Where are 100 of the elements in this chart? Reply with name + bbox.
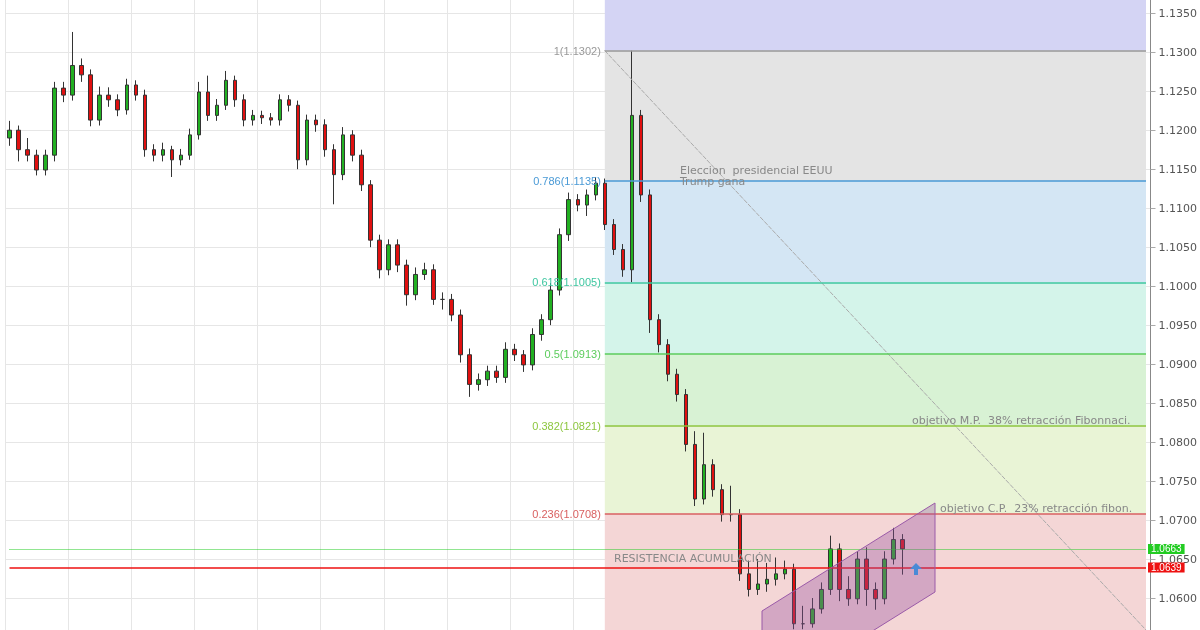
candlestick xyxy=(828,535,833,596)
candlestick xyxy=(359,149,364,192)
candlestick xyxy=(251,109,255,127)
candlestick xyxy=(143,89,147,158)
candlestick xyxy=(774,556,778,587)
candlestick xyxy=(350,129,355,162)
y-tick-label: 1.0900 xyxy=(1158,357,1198,371)
candlestick xyxy=(43,149,48,176)
candlestick xyxy=(269,112,273,127)
candlestick xyxy=(16,125,21,162)
candlestick xyxy=(368,179,373,248)
ref-line-label: 1(1.1302) xyxy=(553,44,601,57)
candlestick xyxy=(224,70,228,111)
candlestick xyxy=(449,293,454,322)
candlestick xyxy=(675,368,679,403)
candlestick xyxy=(161,142,165,162)
y-tick-label: 1.1150 xyxy=(1158,162,1198,176)
candlestick xyxy=(512,343,517,362)
candlestick xyxy=(657,313,661,353)
candlestick xyxy=(115,93,120,117)
candlestick xyxy=(305,114,309,166)
ref-line-label: 1.0639 xyxy=(1151,562,1183,574)
candlestick xyxy=(413,266,418,301)
candlestick xyxy=(566,192,571,242)
ref-line-label: 0.236(1.0708) xyxy=(532,507,601,520)
candlestick xyxy=(197,81,201,141)
candlestick xyxy=(70,31,75,102)
y-tick-label: 1.1250 xyxy=(1158,84,1198,98)
candlestick xyxy=(585,188,589,217)
candlestick xyxy=(323,118,327,158)
y-tick-label: 1.0600 xyxy=(1158,591,1198,605)
candlestick xyxy=(314,114,318,133)
candlestick xyxy=(134,79,138,102)
ref-line-label: 0.5(1.0913) xyxy=(544,347,601,360)
candlestick xyxy=(603,178,607,231)
candlestick xyxy=(539,313,544,342)
candlestick xyxy=(233,75,237,108)
candlestick xyxy=(666,338,670,382)
candlestick xyxy=(747,560,751,597)
candlestick xyxy=(612,218,616,256)
candlestick xyxy=(97,86,102,127)
candlestick xyxy=(7,120,12,147)
y-tick-label: 1.1100 xyxy=(1158,201,1198,215)
candlestick xyxy=(476,372,481,392)
candlestick xyxy=(576,193,580,212)
candlestick xyxy=(25,137,30,162)
candlestick xyxy=(377,234,382,279)
candlestick xyxy=(521,349,526,373)
annotation: Eleccion presidencial EEUU xyxy=(680,164,833,177)
candlestick xyxy=(630,50,634,283)
candlestick xyxy=(702,432,706,505)
candlestick xyxy=(332,143,336,205)
candlestick xyxy=(422,262,427,281)
candlestick xyxy=(485,365,490,387)
candlestick xyxy=(341,126,345,181)
y-tick-label: 1.1050 xyxy=(1158,240,1198,254)
candlestick xyxy=(260,110,264,125)
ref-line-label: 0.382(1.0821) xyxy=(532,419,601,432)
candlestick xyxy=(503,341,508,384)
candlestick xyxy=(684,388,688,452)
candlestick xyxy=(152,143,156,162)
candlestick xyxy=(711,458,715,498)
y-tick-label: 1.0800 xyxy=(1158,435,1198,449)
y-tick-label: 1.1000 xyxy=(1158,279,1198,293)
candlestick xyxy=(467,348,472,398)
candlestick xyxy=(278,93,282,127)
candlestick xyxy=(242,93,246,127)
candlestick xyxy=(639,109,643,203)
ref-line-label: 1.0663 xyxy=(1151,543,1183,555)
candlestick xyxy=(729,485,733,523)
candlestick xyxy=(530,327,535,371)
candlestick xyxy=(179,148,183,166)
candlestick xyxy=(792,563,796,630)
candlestick xyxy=(765,562,769,593)
candlestick xyxy=(215,98,219,122)
candlestick xyxy=(125,78,129,116)
y-tick-label: 1.1350 xyxy=(1158,6,1198,20)
candlestick xyxy=(106,86,111,108)
y-tick-label: 1.0950 xyxy=(1158,318,1198,332)
y-tick-label: 1.0850 xyxy=(1158,396,1198,410)
candlestick xyxy=(88,68,93,127)
y-tick-label: 1.1200 xyxy=(1158,123,1198,137)
candlestick xyxy=(287,94,291,112)
candlestick xyxy=(801,605,805,630)
candlestick xyxy=(395,238,400,273)
candlestick xyxy=(52,81,57,162)
y-tick-label: 1.0750 xyxy=(1158,474,1198,488)
candlestick xyxy=(170,145,174,178)
candlestick xyxy=(34,149,39,176)
candlestick xyxy=(494,365,499,384)
y-tick-label: 1.0700 xyxy=(1158,513,1198,527)
candlestick xyxy=(386,238,391,276)
candlestick xyxy=(79,57,84,83)
candlestick xyxy=(61,81,66,103)
candlestick xyxy=(431,263,436,306)
candlestick xyxy=(188,128,192,161)
candlestick xyxy=(648,188,652,334)
annotation: objetivo C.P. 23% retracción fibon. xyxy=(940,501,1133,515)
candlestick xyxy=(458,309,463,364)
candlestick xyxy=(693,430,697,507)
